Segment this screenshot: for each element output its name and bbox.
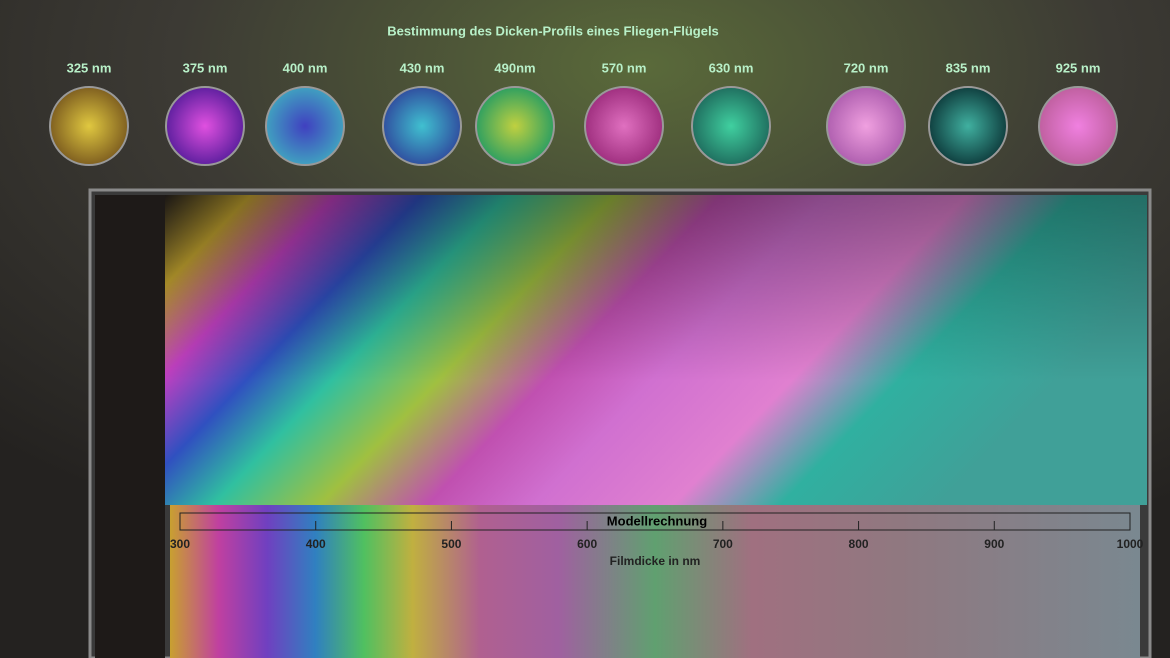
tick-label: 600 [577, 537, 597, 551]
sample-label: 375 nm [183, 60, 228, 75]
wing-shade [165, 195, 1147, 505]
sample-label: 925 nm [1056, 60, 1101, 75]
sample-label: 490nm [494, 60, 535, 75]
sample-image [49, 86, 129, 166]
sample-image [928, 86, 1008, 166]
sample-label: 720 nm [844, 60, 889, 75]
sample-image [584, 86, 664, 166]
sample-label: 400 nm [283, 60, 328, 75]
sample-image [265, 86, 345, 166]
sample-image [691, 86, 771, 166]
scale-title: Modellrechnung [607, 513, 707, 528]
tick-label: 1000 [1117, 537, 1144, 551]
title: Bestimmung des Dicken-Profils eines Flie… [387, 23, 719, 38]
tick-label: 900 [984, 537, 1004, 551]
tick-label: 500 [441, 537, 461, 551]
tick-label: 700 [713, 537, 733, 551]
sample-label: 835 nm [946, 60, 991, 75]
sample-image [475, 86, 555, 166]
sample-label: 325 nm [67, 60, 112, 75]
tick-label: 400 [306, 537, 326, 551]
wing-edge [95, 195, 165, 658]
sample-image [382, 86, 462, 166]
sample-label: 430 nm [400, 60, 445, 75]
axis-label: Filmdicke in nm [610, 554, 701, 568]
sample-image [826, 86, 906, 166]
sample-image [165, 86, 245, 166]
sample-image [1038, 86, 1118, 166]
sample-label: 570 nm [602, 60, 647, 75]
tick-label: 300 [170, 537, 190, 551]
sample-label: 630 nm [709, 60, 754, 75]
tick-label: 800 [849, 537, 869, 551]
